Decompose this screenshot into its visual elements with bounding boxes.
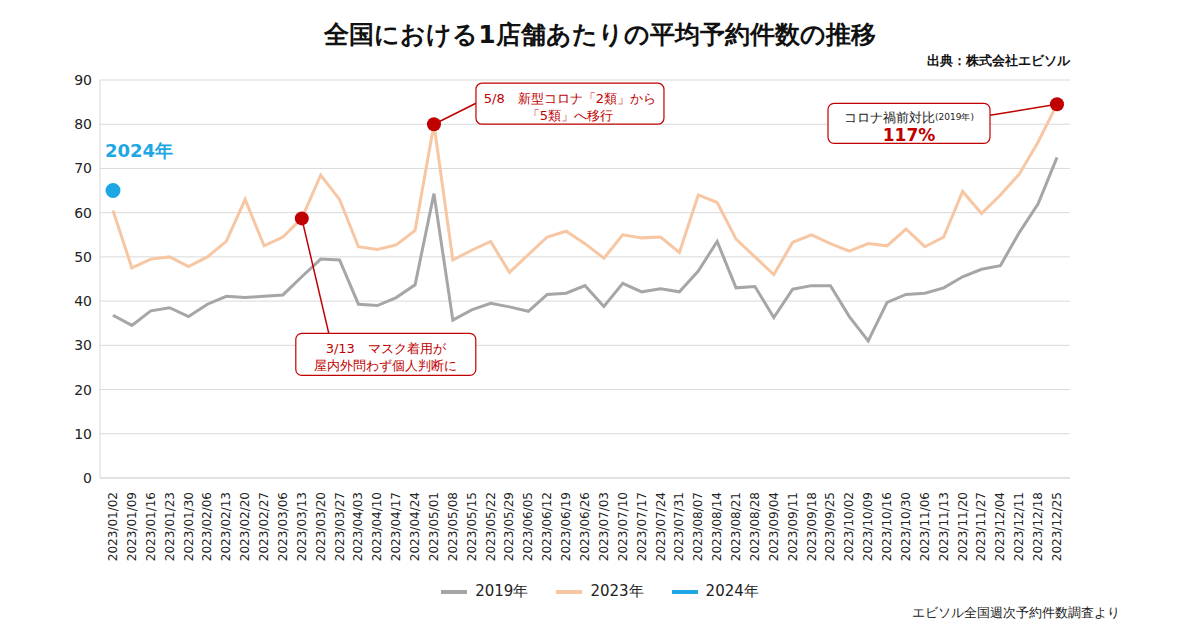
svg-text:2023/10/16: 2023/10/16 bbox=[880, 492, 894, 561]
svg-text:2023/02/27: 2023/02/27 bbox=[257, 492, 271, 561]
svg-text:5/8 新型コロナ「2類」から: 5/8 新型コロナ「2類」から bbox=[484, 91, 656, 106]
svg-text:屋内外問わず個人判断に: 屋内外問わず個人判断に bbox=[314, 358, 457, 373]
svg-text:2023/04/03: 2023/04/03 bbox=[351, 492, 365, 561]
svg-text:2023/10/02: 2023/10/02 bbox=[842, 492, 856, 561]
html-text:2024年: 2024年 bbox=[705, 582, 759, 600]
svg-text:2023/08/21: 2023/08/21 bbox=[729, 492, 743, 561]
svg-text:0: 0 bbox=[83, 470, 92, 486]
svg-text:2023/01/23: 2023/01/23 bbox=[163, 492, 177, 561]
html-text:出典：株式会社エビソル: 出典：株式会社エビソル bbox=[927, 53, 1070, 68]
svg-text:2023/03/13: 2023/03/13 bbox=[295, 492, 309, 561]
svg-text:40: 40 bbox=[74, 293, 92, 309]
svg-text:2023/09/04: 2023/09/04 bbox=[767, 492, 781, 561]
svg-text:2023/08/28: 2023/08/28 bbox=[748, 492, 762, 561]
svg-text:2023/05/08: 2023/05/08 bbox=[446, 492, 460, 561]
svg-text:2023/08/14: 2023/08/14 bbox=[710, 492, 724, 561]
svg-text:2023/09/11: 2023/09/11 bbox=[786, 492, 800, 561]
svg-text:2023/10/09: 2023/10/09 bbox=[861, 492, 875, 561]
svg-text:2023/08/07: 2023/08/07 bbox=[691, 492, 705, 561]
svg-text:2023/07/03: 2023/07/03 bbox=[597, 492, 611, 561]
svg-text:70: 70 bbox=[74, 160, 92, 176]
svg-text:2023/02/06: 2023/02/06 bbox=[200, 492, 214, 561]
svg-text:2023/02/20: 2023/02/20 bbox=[238, 492, 252, 561]
svg-text:90: 90 bbox=[74, 72, 92, 88]
svg-text:2023/11/06: 2023/11/06 bbox=[918, 492, 932, 561]
svg-text:2023/06/05: 2023/06/05 bbox=[521, 492, 535, 561]
svg-text:2023/09/18: 2023/09/18 bbox=[805, 492, 819, 561]
svg-text:2023/09/25: 2023/09/25 bbox=[823, 492, 837, 561]
html-text:2023年: 2023年 bbox=[590, 582, 644, 600]
svg-text:2023/11/27: 2023/11/27 bbox=[974, 492, 988, 561]
html-text:全国における1店舗あたりの平均予約件数の推移: 全国における1店舗あたりの平均予約件数の推移 bbox=[324, 20, 876, 49]
svg-text:2023/06/12: 2023/06/12 bbox=[540, 492, 554, 561]
svg-text:2023/03/06: 2023/03/06 bbox=[276, 492, 290, 561]
svg-text:2023/05/22: 2023/05/22 bbox=[484, 492, 498, 561]
svg-text:2023/12/04: 2023/12/04 bbox=[993, 492, 1007, 561]
svg-text:50: 50 bbox=[74, 249, 92, 265]
svg-text:2023/03/20: 2023/03/20 bbox=[314, 492, 328, 561]
svg-text:2023/04/10: 2023/04/10 bbox=[370, 492, 384, 561]
svg-text:117%: 117% bbox=[883, 125, 936, 145]
svg-text:2023/06/19: 2023/06/19 bbox=[559, 492, 573, 561]
svg-text:2023/07/17: 2023/07/17 bbox=[635, 492, 649, 561]
svg-text:30: 30 bbox=[74, 337, 92, 353]
svg-text:2023/11/13: 2023/11/13 bbox=[937, 492, 951, 561]
svg-text:「5類」へ移行: 「5類」へ移行 bbox=[527, 108, 613, 123]
svg-text:2023/06/26: 2023/06/26 bbox=[578, 492, 592, 561]
svg-text:2023/04/24: 2023/04/24 bbox=[408, 492, 422, 561]
svg-text:2023/01/30: 2023/01/30 bbox=[182, 492, 196, 561]
html-text:2019年: 2019年 bbox=[475, 582, 529, 600]
svg-text:60: 60 bbox=[74, 205, 92, 221]
svg-text:2023/04/17: 2023/04/17 bbox=[389, 492, 403, 561]
svg-text:2023/01/16: 2023/01/16 bbox=[144, 492, 158, 561]
svg-text:2024年: 2024年 bbox=[105, 140, 173, 161]
svg-text:80: 80 bbox=[74, 116, 92, 132]
svg-text:コロナ禍前対比(2019年): コロナ禍前対比(2019年) bbox=[844, 110, 974, 125]
svg-text:2023/11/20: 2023/11/20 bbox=[956, 492, 970, 561]
svg-text:2023/05/29: 2023/05/29 bbox=[502, 492, 516, 561]
svg-text:2023/10/30: 2023/10/30 bbox=[899, 492, 913, 561]
svg-text:2023/12/11: 2023/12/11 bbox=[1012, 492, 1026, 561]
svg-text:2023/12/18: 2023/12/18 bbox=[1031, 492, 1045, 561]
svg-text:2023/01/02: 2023/01/02 bbox=[106, 492, 120, 561]
svg-text:2023/07/24: 2023/07/24 bbox=[654, 492, 668, 561]
svg-text:2023/02/13: 2023/02/13 bbox=[219, 492, 233, 561]
svg-text:2023/07/10: 2023/07/10 bbox=[616, 492, 630, 561]
svg-text:2023/12/25: 2023/12/25 bbox=[1050, 492, 1064, 561]
html-text:エビソル全国週次予約件数調査より: エビソル全国週次予約件数調査より bbox=[912, 605, 1120, 620]
svg-text:2023/03/27: 2023/03/27 bbox=[333, 492, 347, 561]
svg-text:2023/05/15: 2023/05/15 bbox=[465, 492, 479, 561]
svg-text:2023/01/09: 2023/01/09 bbox=[125, 492, 139, 561]
svg-text:20: 20 bbox=[74, 382, 92, 398]
svg-text:2023/05/01: 2023/05/01 bbox=[427, 492, 441, 561]
svg-text:10: 10 bbox=[74, 426, 92, 442]
svg-text:3/13 マスク着用が: 3/13 マスク着用が bbox=[326, 341, 447, 356]
svg-text:2023/07/31: 2023/07/31 bbox=[672, 492, 686, 561]
